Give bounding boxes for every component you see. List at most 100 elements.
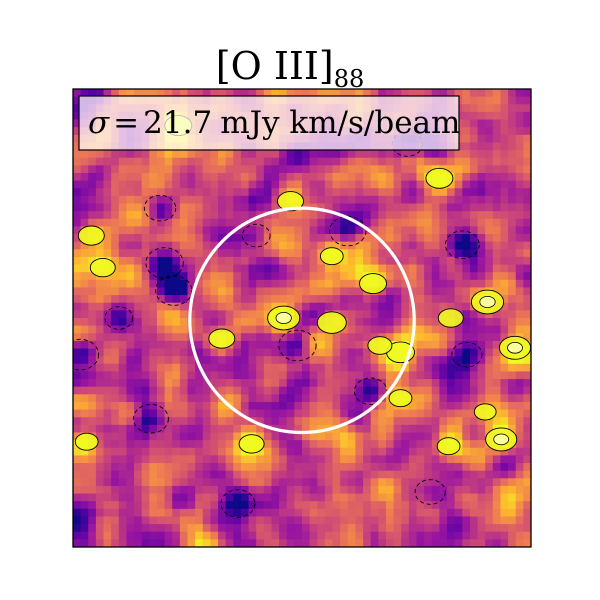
heatmap-pixel [309,379,318,388]
heatmap-pixel [340,440,349,449]
heatmap-pixel [454,157,463,166]
heatmap-pixel [263,203,273,212]
heatmap-pixel [279,478,288,487]
heatmap-pixel [500,386,509,395]
heatmap-pixel [309,531,318,540]
heatmap-pixel [355,310,364,319]
heatmap-pixel [485,180,494,189]
heatmap-pixel [111,295,120,304]
heatmap-pixel [439,524,448,533]
heatmap-pixel [454,455,463,464]
heatmap-pixel [324,432,334,441]
heatmap-pixel [424,363,433,373]
heatmap-pixel [363,218,372,227]
heatmap-pixel [118,195,128,205]
heatmap-pixel [279,348,288,357]
heatmap-pixel [347,348,357,357]
heatmap-pixel [172,325,181,334]
heatmap-pixel [240,310,250,319]
heatmap-pixel [347,432,357,441]
heatmap-pixel [95,470,105,479]
heatmap-pixel [309,485,318,495]
heatmap-pixel [73,295,82,304]
heatmap-pixel [477,356,486,365]
heatmap-pixel [340,363,349,373]
heatmap-pixel [431,211,440,220]
heatmap-pixel [431,363,440,373]
heatmap-pixel [172,531,181,540]
heatmap-pixel [416,524,425,533]
heatmap-pixel [385,470,395,479]
heatmap-pixel [378,318,387,327]
heatmap-pixel [424,508,433,518]
heatmap-pixel [332,264,341,273]
heatmap-pixel [88,447,97,456]
heatmap-pixel [378,218,387,227]
heatmap-pixel [202,333,211,342]
heatmap-pixel [370,241,379,250]
heatmap-pixel [263,226,273,235]
heatmap-pixel [500,493,509,502]
heatmap-pixel [126,333,135,342]
heatmap-pixel [454,356,463,365]
heatmap-pixel [240,195,250,205]
heatmap-pixel [469,241,479,250]
heatmap-pixel [324,493,334,502]
heatmap-pixel [95,241,105,250]
heatmap-pixel [248,241,257,250]
heatmap-pixel [431,340,440,350]
heatmap-pixel [95,302,105,311]
heatmap-pixel [302,241,311,250]
heatmap-pixel [515,188,524,197]
heatmap-pixel [195,455,204,464]
heatmap-pixel [393,463,402,472]
heatmap-pixel [225,203,234,212]
heatmap-pixel [95,539,105,547]
heatmap-pixel [149,348,158,357]
heatmap-pixel [218,195,227,205]
heatmap-pixel [309,279,318,289]
heatmap-pixel [492,379,502,388]
heatmap-pixel [80,417,89,426]
heatmap-pixel [179,531,189,540]
heatmap-pixel [332,272,341,281]
heatmap-pixel [324,379,334,388]
heatmap-pixel [363,188,372,197]
heatmap-pixel [500,302,509,311]
heatmap-pixel [378,325,387,334]
heatmap-pixel [416,318,425,327]
heatmap-pixel [111,325,120,334]
heatmap-pixel [424,394,433,403]
heatmap-pixel [462,119,471,128]
heatmap-pixel [233,401,242,411]
heatmap-pixel [363,455,372,464]
heatmap-pixel [240,348,250,357]
heatmap-pixel [378,531,387,540]
heatmap-pixel [302,363,311,373]
heatmap-pixel [156,150,166,159]
heatmap-pixel [210,432,219,441]
heatmap-pixel [195,440,204,449]
heatmap-pixel [363,440,372,449]
heatmap-pixel [134,417,143,426]
heatmap-pixel [378,417,387,426]
heatmap-pixel [462,409,471,418]
heatmap-pixel [401,264,410,273]
heatmap-pixel [88,455,97,464]
heatmap-pixel [500,356,509,365]
positive-contour [319,247,344,266]
heatmap-pixel [263,386,273,395]
heatmap-pixel [393,157,402,166]
heatmap-pixel [324,485,334,495]
heatmap-pixel [454,256,463,266]
heatmap-pixel [202,172,211,182]
heatmap-pixel [523,264,531,273]
heatmap-pixel [431,424,440,434]
heatmap-pixel [286,249,295,258]
heatmap-pixel [164,417,173,426]
heatmap-pixel [172,493,181,502]
heatmap-pixel [523,165,531,174]
heatmap-pixel [363,249,372,258]
heatmap-pixel [263,417,273,426]
heatmap-pixel [240,89,250,98]
